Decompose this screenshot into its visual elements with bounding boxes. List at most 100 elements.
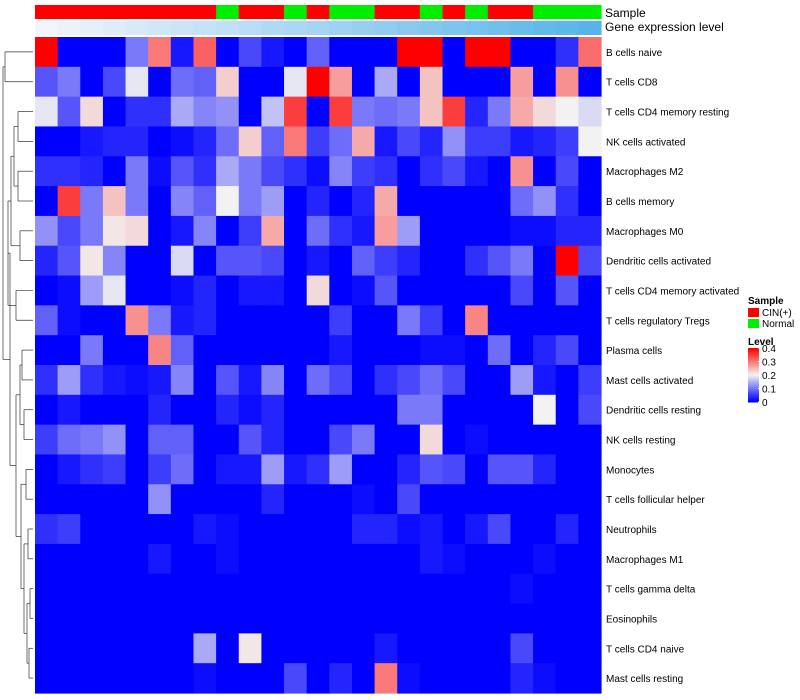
heatmap-cell <box>374 484 398 515</box>
heatmap-cell <box>216 573 240 605</box>
heatmap-cell <box>306 394 330 426</box>
heatmap-cell <box>329 603 353 634</box>
heatmap-cell <box>238 305 262 336</box>
heatmap-cell <box>102 335 127 366</box>
heatmap-cell <box>465 484 489 515</box>
heatmap-cell <box>216 543 240 575</box>
heatmap-cell <box>102 66 127 98</box>
heatmap-cell <box>306 66 330 98</box>
heatmap-cell <box>465 37 489 68</box>
heatmap-cell <box>465 96 489 128</box>
heatmap-cell <box>170 126 195 157</box>
sample-annotation-cell <box>442 5 466 19</box>
heatmap-cell <box>487 603 512 634</box>
heatmap-cell <box>397 543 421 575</box>
heatmap-cell <box>510 663 534 694</box>
heatmap-cell <box>57 573 81 605</box>
heatmap-cell <box>419 543 444 575</box>
heatmap-cell <box>578 186 602 217</box>
heatmap-cell <box>374 37 398 68</box>
heatmap-cell <box>238 126 262 157</box>
heatmap-cell <box>284 543 308 575</box>
heatmap-cell <box>533 335 557 366</box>
heatmap-cell <box>125 365 149 396</box>
colorbar-segment <box>748 362 759 365</box>
heatmap-cell <box>238 663 262 694</box>
heatmap-cell <box>329 215 353 247</box>
colorbar-segment <box>748 392 759 395</box>
heatmap-cell <box>510 484 534 515</box>
sample-annotation-cell <box>419 5 444 19</box>
heatmap-cell <box>351 335 376 366</box>
heatmap-cell <box>555 305 579 336</box>
heatmap-cell <box>351 543 376 575</box>
heatmap-cell <box>533 305 557 336</box>
heatmap-cell <box>533 156 557 187</box>
heatmap-cell <box>148 275 172 306</box>
heatmap-cell <box>533 543 557 575</box>
heatmap-cell <box>487 514 512 545</box>
heatmap-cell <box>442 484 466 515</box>
heatmap-cell <box>510 96 534 128</box>
expression-annotation-cell <box>238 21 262 35</box>
heatmap-cell <box>442 514 466 545</box>
heatmap-cell <box>80 335 104 366</box>
heatmap-cell <box>306 543 330 575</box>
heatmap-cell <box>148 156 172 187</box>
heatmap-cell <box>306 365 330 396</box>
heatmap-cell <box>306 514 330 545</box>
heatmap-cell <box>193 633 217 664</box>
heatmap-cell <box>80 573 104 605</box>
heatmap-cell <box>35 186 59 217</box>
heatmap-cell <box>555 335 579 366</box>
colorbar-segment <box>748 389 759 392</box>
heatmap-cell <box>35 394 59 426</box>
colorbar-tick-label: 0 <box>762 398 768 409</box>
heatmap-cell <box>35 126 59 157</box>
heatmap-cell <box>351 454 376 485</box>
expression-annotation-cell <box>216 21 240 35</box>
heatmap-cell <box>351 484 376 515</box>
row-label: Plasma cells <box>606 346 662 357</box>
heatmap-cell <box>238 543 262 575</box>
heatmap-cell <box>510 573 534 605</box>
colorbar-segment <box>748 365 759 368</box>
heatmap-cell <box>284 215 308 247</box>
heatmap-cell <box>397 245 421 277</box>
heatmap-cell <box>125 275 149 306</box>
heatmap-cell <box>80 156 104 187</box>
heatmap-cell <box>125 424 149 456</box>
heatmap-cell <box>102 603 127 634</box>
heatmap-cell <box>510 186 534 217</box>
heatmap-cell <box>533 573 557 605</box>
heatmap-cell <box>80 543 104 575</box>
heatmap-cell <box>261 514 285 545</box>
heatmap-cell <box>170 215 195 247</box>
heatmap-cell <box>193 245 217 277</box>
heatmap-cell <box>148 603 172 634</box>
heatmap-cell <box>35 543 59 575</box>
heatmap-cell <box>125 454 149 485</box>
expression-annotation-cell <box>80 21 104 35</box>
heatmap-cell <box>216 126 240 157</box>
heatmap-cell <box>306 633 330 664</box>
heatmap-cell <box>284 275 308 306</box>
heatmap-cell <box>102 394 127 426</box>
heatmap-cell <box>170 335 195 366</box>
heatmap-cell <box>102 186 127 217</box>
sample-annotation-cell <box>555 5 579 19</box>
sample-annotation-cell <box>284 5 308 19</box>
heatmap-cell <box>442 96 466 128</box>
heatmap-cell <box>397 365 421 396</box>
colorbar-segment <box>748 399 759 402</box>
heatmap-cell <box>374 424 398 456</box>
heatmap-cell <box>284 245 308 277</box>
heatmap-cell <box>261 573 285 605</box>
sample-annotation-cell <box>465 5 489 19</box>
heatmap-cell <box>238 156 262 187</box>
heatmap-cell <box>125 305 149 336</box>
heatmap-cell <box>578 275 602 306</box>
heatmap-cell <box>510 156 534 187</box>
heatmap-cell <box>487 394 512 426</box>
